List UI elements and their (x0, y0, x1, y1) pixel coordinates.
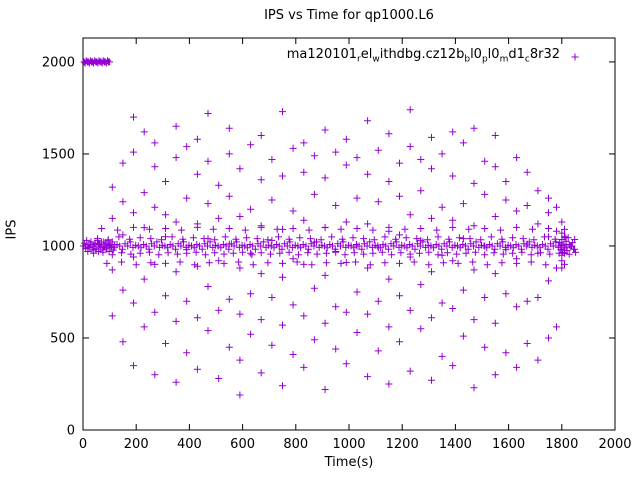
legend-marker-icon (571, 53, 579, 61)
y-tick-label: 2000 (42, 55, 75, 70)
scatter-points (80, 57, 580, 399)
y-tick-label: 1500 (42, 147, 75, 162)
y-tick-label: 500 (50, 331, 75, 346)
x-tick-label: 1600 (492, 437, 525, 452)
x-tick-label: 0 (79, 437, 87, 452)
x-tick-label: 1200 (386, 437, 419, 452)
legend: ma120101relwithdbg.cz12bbl0pl0md1c8r32 (287, 47, 560, 65)
x-tick-label: 800 (283, 437, 308, 452)
x-tick-label: 1400 (439, 437, 472, 452)
y-tick-label: 0 (67, 424, 75, 439)
x-tick-label: 1000 (332, 437, 365, 452)
x-tick-label: 2000 (598, 437, 631, 452)
x-tick-label: 1800 (545, 437, 578, 452)
y-tick-label: 1000 (42, 239, 75, 254)
x-tick-label: 600 (230, 437, 255, 452)
x-axis-label: Time(s) (324, 455, 374, 470)
plot-border (82, 37, 616, 431)
x-tick-label: 400 (177, 437, 202, 452)
x-tick-label: 200 (124, 437, 149, 452)
chart-title: IPS vs Time for qp1000.L6 (264, 8, 434, 23)
legend-series-label: ma120101relwithdbg.cz12bbl0pl0md1c8r32 (286, 47, 560, 65)
